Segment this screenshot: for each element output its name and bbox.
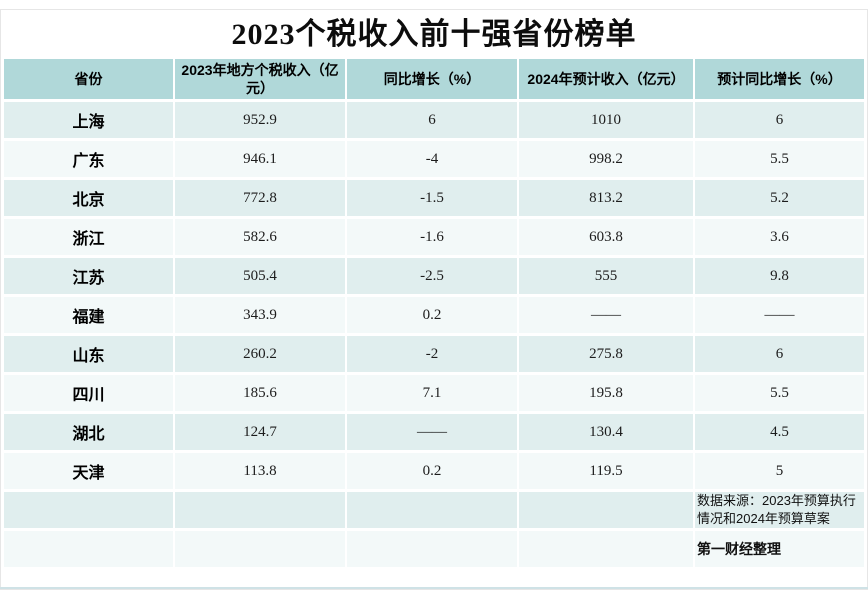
table-cell: 6 [347,102,517,138]
table-cell: -2 [347,336,517,372]
cell-province: 北京 [4,180,173,216]
cell-province: 湖北 [4,414,173,450]
empty-cell [519,531,693,567]
cell-province: 上海 [4,102,173,138]
column-header-province: 省份 [4,59,173,99]
empty-cell [175,531,345,567]
table-cell: 9.8 [695,258,864,294]
column-header-forecast-2024: 2024年预计收入（亿元） [519,59,693,99]
credit-note: 第一财经整理 [695,531,864,567]
table-cell: -1.5 [347,180,517,216]
table-cell: -1.6 [347,219,517,255]
table-cell: 5.5 [695,141,864,177]
table-cell: -2.5 [347,258,517,294]
table-row: 上海 952.9 6 1010 6 [4,102,864,138]
table-cell: 998.2 [519,141,693,177]
page-bottom-edge [0,587,868,589]
empty-cell [4,492,173,528]
table-cell: -4 [347,141,517,177]
table-row: 天津 113.8 0.2 119.5 5 [4,453,864,489]
cell-province: 山东 [4,336,173,372]
cell-province: 江苏 [4,258,173,294]
cell-province: 天津 [4,453,173,489]
table-cell: 952.9 [175,102,345,138]
table-cell: 275.8 [519,336,693,372]
table-cell: 0.2 [347,297,517,333]
table-cell: 582.6 [175,219,345,255]
column-header-forecast-yoy: 预计同比增长（%） [695,59,864,99]
table-header: 省份 2023年地方个税收入（亿元） 同比增长（%） 2024年预计收入（亿元）… [4,59,864,99]
table-cell: 130.4 [519,414,693,450]
table-row: 四川 185.6 7.1 195.8 5.5 [4,375,864,411]
source-row: 数据来源：2023年预算执行情况和2024年预算草案 [4,492,864,528]
table-row: 江苏 505.4 -2.5 555 9.8 [4,258,864,294]
table-footer: 数据来源：2023年预算执行情况和2024年预算草案 第一财经整理 [4,492,864,567]
table-cell: 6 [695,336,864,372]
data-source-note: 数据来源：2023年预算执行情况和2024年预算草案 [695,492,864,528]
cell-province: 福建 [4,297,173,333]
empty-cell [347,531,517,567]
table-row: 浙江 582.6 -1.6 603.8 3.6 [4,219,864,255]
credit-row: 第一财经整理 [4,531,864,567]
table-cell: 555 [519,258,693,294]
table-cell: —— [519,297,693,333]
table-cell: 195.8 [519,375,693,411]
table-row: 广东 946.1 -4 998.2 5.5 [4,141,864,177]
table-cell: 124.7 [175,414,345,450]
table-cell: 4.5 [695,414,864,450]
table-cell: 5.5 [695,375,864,411]
column-header-yoy-growth: 同比增长（%） [347,59,517,99]
table-cell: 5.2 [695,180,864,216]
table-cell: 113.8 [175,453,345,489]
empty-cell [347,492,517,528]
table-row: 山东 260.2 -2 275.8 6 [4,336,864,372]
table-cell: 343.9 [175,297,345,333]
cell-province: 四川 [4,375,173,411]
column-header-income-2023: 2023年地方个税收入（亿元） [175,59,345,99]
table-row: 湖北 124.7 —— 130.4 4.5 [4,414,864,450]
tax-ranking-table: 省份 2023年地方个税收入（亿元） 同比增长（%） 2024年预计收入（亿元）… [2,56,866,570]
table-cell: 813.2 [519,180,693,216]
infographic-page: 2023个税收入前十强省份榜单 省份 2023年地方个税收入（亿元） 同比增长（… [0,9,868,589]
table-cell: 119.5 [519,453,693,489]
table-cell: 603.8 [519,219,693,255]
table-cell: 7.1 [347,375,517,411]
page-title: 2023个税收入前十强省份榜单 [231,18,637,51]
cell-province: 广东 [4,141,173,177]
empty-cell [175,492,345,528]
table-cell: —— [347,414,517,450]
table-row: 福建 343.9 0.2 —— —— [4,297,864,333]
table-cell: 6 [695,102,864,138]
table-cell: 260.2 [175,336,345,372]
table-cell: 1010 [519,102,693,138]
table-cell: 0.2 [347,453,517,489]
table-cell: 505.4 [175,258,345,294]
table-cell: —— [695,297,864,333]
header-row: 省份 2023年地方个税收入（亿元） 同比增长（%） 2024年预计收入（亿元）… [4,59,864,99]
table-cell: 5 [695,453,864,489]
table-row: 北京 772.8 -1.5 813.2 5.2 [4,180,864,216]
cell-province: 浙江 [4,219,173,255]
empty-cell [519,492,693,528]
empty-cell [4,531,173,567]
table-cell: 185.6 [175,375,345,411]
table-cell: 946.1 [175,141,345,177]
table-body: 上海 952.9 6 1010 6 广东 946.1 -4 998.2 5.5 北京 772.8 -1.… [4,102,864,489]
table-cell: 3.6 [695,219,864,255]
table-cell: 772.8 [175,180,345,216]
